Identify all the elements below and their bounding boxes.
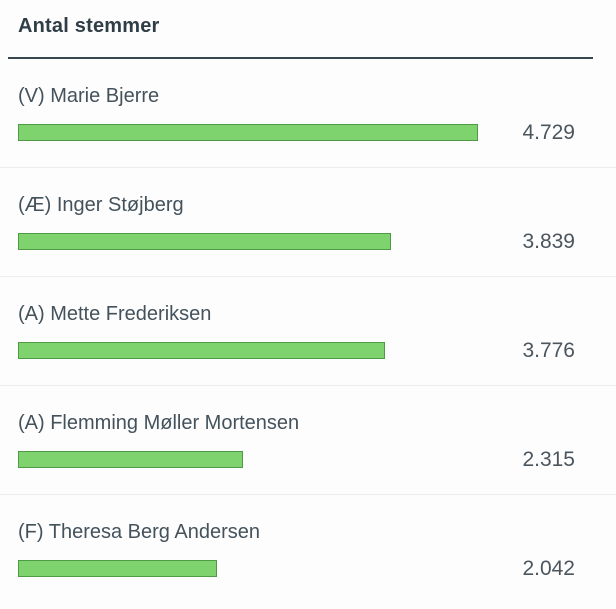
bar-rows: (V) Marie Bjerre 4.729 (Æ) Inger Støjber… (0, 59, 616, 604)
bar-track (18, 451, 478, 468)
bar-row: (A) Flemming Møller Mortensen 2.315 (0, 386, 616, 495)
candidate-label: (F) Theresa Berg Andersen (18, 521, 260, 543)
candidate-label: (A) Mette Frederiksen (18, 303, 212, 325)
vote-count: 2.042 (522, 557, 575, 580)
bar-line: 2.315 (18, 448, 575, 471)
bar-row: (V) Marie Bjerre 4.729 (0, 59, 616, 168)
bar-track (18, 342, 478, 359)
vote-bar (18, 560, 217, 577)
bar-line: 4.729 (18, 121, 575, 144)
vote-count: 3.839 (522, 230, 575, 253)
bar-row: (Æ) Inger Støjberg 3.839 (0, 168, 616, 277)
vote-count: 2.315 (522, 448, 575, 471)
candidate-label: (Æ) Inger Støjberg (18, 194, 184, 216)
candidate-label: (A) Flemming Møller Mortensen (18, 412, 300, 434)
bar-track (18, 233, 478, 250)
bar-track (18, 124, 478, 141)
bar-row: (A) Mette Frederiksen 3.776 (0, 277, 616, 386)
vote-count: 3.776 (522, 339, 575, 362)
bar-line: 3.776 (18, 339, 575, 362)
bar-track (18, 560, 478, 577)
vote-bar (18, 451, 244, 468)
title-divider (8, 57, 593, 59)
vote-count: 4.729 (522, 121, 575, 144)
candidate-label: (V) Marie Bjerre (18, 85, 160, 107)
vote-bar (18, 124, 478, 141)
bar-row: (F) Theresa Berg Andersen 2.042 (0, 495, 616, 604)
vote-bar (18, 342, 386, 359)
vote-bar (18, 233, 392, 250)
bar-line: 3.839 (18, 230, 575, 253)
bar-line: 2.042 (18, 557, 575, 580)
chart-title: Antal stemmer (18, 15, 160, 37)
